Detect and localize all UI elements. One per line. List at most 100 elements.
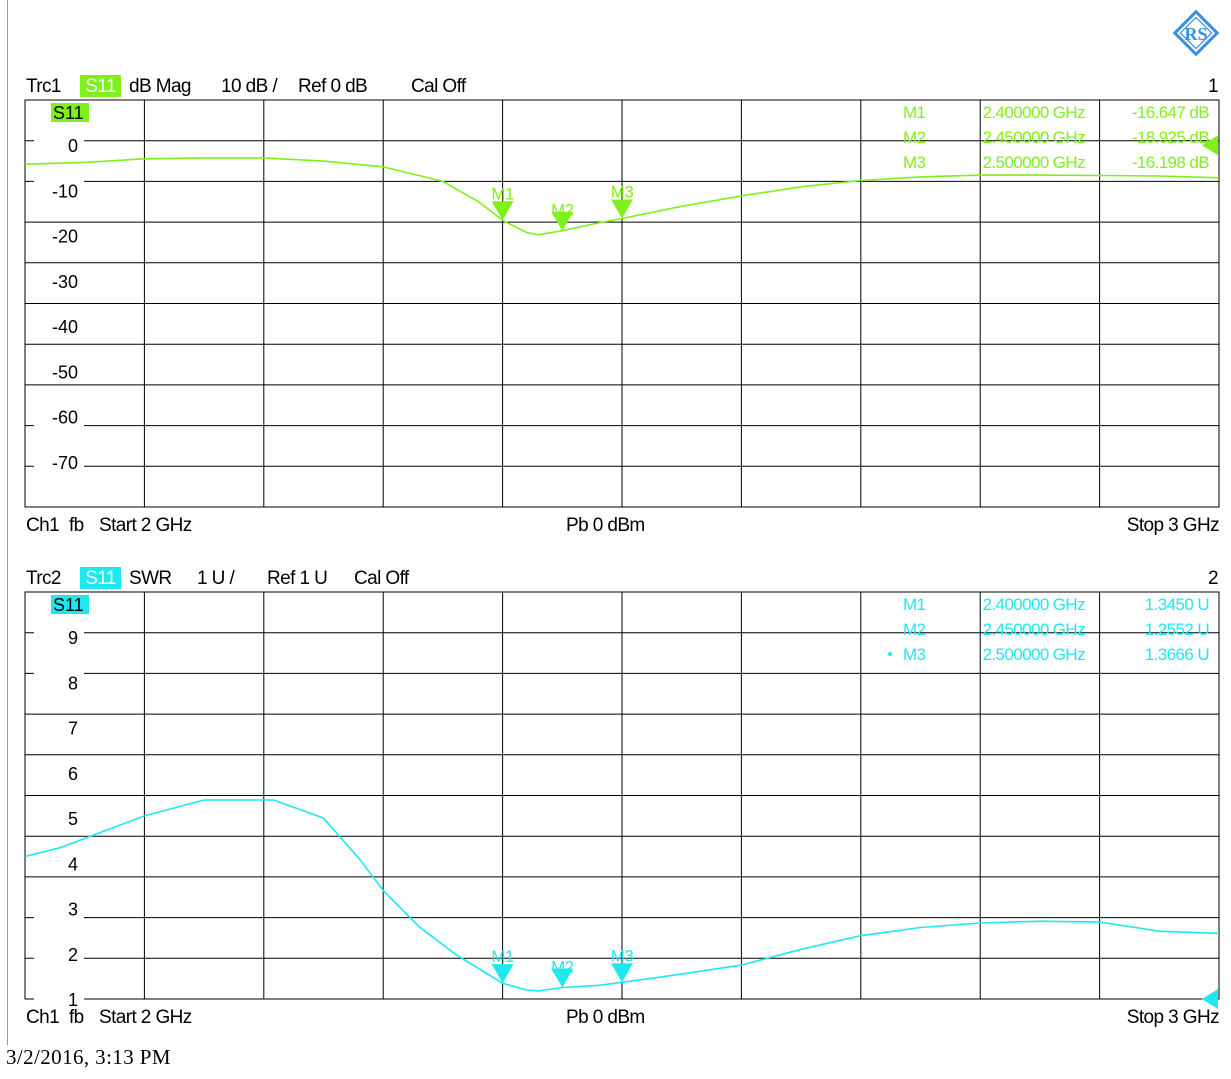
param-badge-bg (80, 567, 121, 589)
marker-readout-value: -16.198 dB (1132, 153, 1209, 172)
ref-level: Ref 0 dB (298, 76, 367, 97)
channel-label: Ch1 (26, 1007, 59, 1028)
sweep-type: fb (69, 515, 84, 536)
marker-readout-id: M3 (903, 153, 926, 172)
tick-bg (34, 761, 84, 784)
trace-line (24, 799, 1220, 992)
marker-readout-value: 1.2552 U (1145, 620, 1209, 639)
tick-label: -20 (52, 227, 78, 247)
tick-bg (34, 942, 84, 965)
tick-bg (34, 988, 84, 1010)
stop-frequency: Stop 3 GHz (1127, 515, 1219, 536)
start-frequency: Start 2 GHz (99, 1007, 192, 1028)
marker-readout-freq: 2.450000 GHz (983, 620, 1086, 639)
active-marker-dot (888, 652, 892, 656)
tick-label: -60 (52, 408, 78, 428)
marker-readout-value: -16.647 dB (1132, 103, 1209, 122)
tick-label: -30 (52, 272, 78, 292)
trace-name: Trc2 (26, 568, 61, 589)
logo-letters: RS (1184, 24, 1207, 44)
tick-label: 8 (68, 673, 78, 693)
tick-bg (34, 179, 84, 202)
marker-m2-triangle (551, 211, 574, 231)
tick-bg (34, 626, 84, 649)
tick-label: -50 (52, 362, 78, 382)
marker-readout-id: M1 (903, 103, 926, 122)
marker-m1-label: M1 (491, 184, 514, 203)
trace-name: Trc1 (26, 76, 61, 97)
format: SWR (129, 568, 172, 589)
tick-label: 5 (68, 809, 78, 829)
tick-label: 3 (68, 900, 78, 920)
marker-readout-id: M2 (903, 128, 926, 147)
marker-readout-id: M1 (903, 595, 926, 614)
start-frequency: Start 2 GHz (99, 515, 192, 536)
marker-m2-triangle (551, 968, 574, 988)
marker-readout-value: 1.3450 U (1145, 595, 1209, 614)
marker-readout-freq: 2.500000 GHz (983, 153, 1086, 172)
trace-number: 1 (1208, 76, 1218, 97)
tick-label: -70 (52, 453, 78, 473)
tick-label: 0 (68, 136, 78, 156)
tick-label: 7 (68, 719, 78, 739)
tick-label: 1 (68, 990, 78, 1010)
trace-label-bg (51, 103, 89, 122)
ref-level-marker (1202, 135, 1218, 156)
source-power: Pb 0 dBm (566, 515, 645, 536)
tick-label: -10 (52, 181, 78, 201)
tick-label: 2 (68, 945, 78, 965)
trace-line (24, 157, 1220, 236)
marker-m3-label: M3 (611, 182, 634, 201)
trace-label: S11 (53, 103, 84, 123)
tick-bg (34, 134, 84, 157)
tick-bg (34, 450, 84, 473)
scale: 1 U / (197, 568, 235, 589)
marker-m2-label: M2 (551, 201, 574, 220)
tick-bg (34, 897, 84, 920)
param-badge: S11 (85, 76, 116, 97)
tick-bg (34, 852, 84, 875)
marker-m3-label: M3 (611, 946, 634, 965)
param-badge-bg (80, 75, 121, 97)
tick-bg (34, 671, 84, 694)
tick-label: 4 (68, 854, 78, 874)
tick-bg (34, 716, 84, 739)
marker-readout-freq: 2.500000 GHz (983, 645, 1086, 664)
timestamp: 3/2/2016, 3:13 PM (6, 1045, 171, 1069)
sweep-type: fb (69, 1007, 84, 1028)
cal-status: Cal Off (411, 76, 467, 97)
marker-m2-label: M2 (551, 957, 574, 976)
marker-m1-triangle (491, 964, 514, 984)
trace-label-bg (51, 595, 89, 614)
trace-number: 2 (1208, 568, 1218, 589)
marker-m1-triangle (491, 201, 514, 221)
marker-readout-value: 1.3666 U (1145, 645, 1209, 664)
marker-readout-freq: 2.450000 GHz (983, 128, 1086, 147)
ref-level-marker (1202, 989, 1218, 1009)
param-badge: S11 (85, 568, 116, 589)
tick-bg (34, 360, 84, 383)
tick-bg (34, 224, 84, 247)
marker-m3-triangle (611, 199, 633, 219)
marker-readout-id: M3 (903, 645, 926, 664)
source-power: Pb 0 dBm (566, 1007, 645, 1028)
tick-bg (34, 405, 84, 428)
tick-bg (34, 315, 84, 338)
ref-level: Ref 1 U (267, 568, 327, 589)
trace-label: S11 (53, 595, 84, 615)
left-border (7, 0, 8, 1045)
tick-label: 9 (68, 628, 78, 648)
tick-bg (34, 269, 84, 292)
scale: 10 dB / (221, 76, 278, 97)
cal-status: Cal Off (354, 568, 410, 589)
tick-label: 6 (68, 764, 78, 784)
tick-label: -40 (52, 317, 78, 337)
marker-readout-freq: 2.400000 GHz (983, 103, 1086, 122)
channel-label: Ch1 (26, 515, 59, 536)
stop-frequency: Stop 3 GHz (1127, 1007, 1219, 1028)
marker-readout-freq: 2.400000 GHz (983, 595, 1086, 614)
marker-readout-id: M2 (903, 620, 926, 639)
